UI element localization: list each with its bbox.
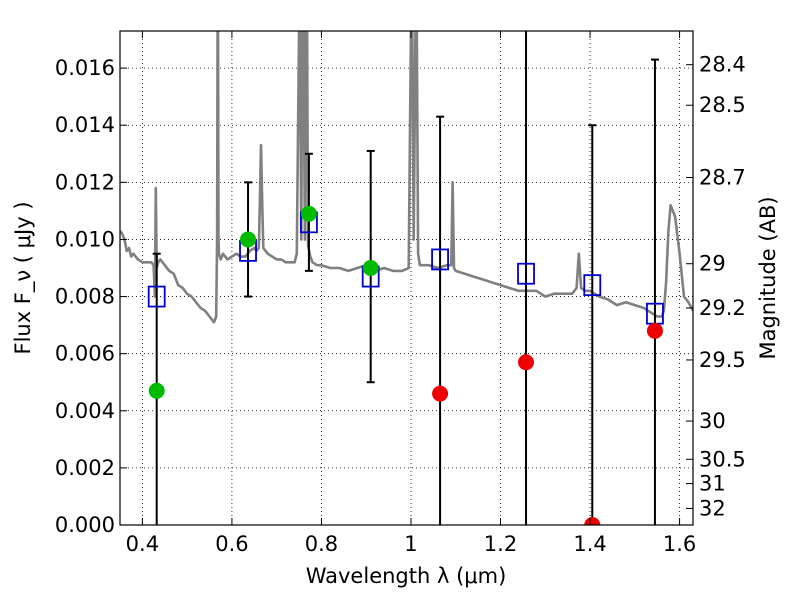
x-tick-label: 1 [404, 532, 417, 556]
y-right-axis-label: Magnitude (AB) [756, 196, 780, 359]
x-tick-label: 0.4 [126, 532, 159, 556]
x-tick-label: 0.6 [215, 532, 248, 556]
right-tick-label: 29.2 [699, 296, 746, 320]
y-tick-label: 0.010 [55, 227, 115, 251]
right-tick-label: 32 [699, 496, 726, 520]
filled-circle-point [518, 354, 535, 371]
x-tick-label: 1.6 [663, 532, 696, 556]
x-tick-label: 1.4 [573, 532, 606, 556]
filled-circle-point [362, 260, 379, 277]
filled-circle-point [148, 382, 165, 399]
y-tick-label: 0.000 [55, 513, 115, 537]
error-bars [152, 31, 659, 525]
right-tick-label: 28.4 [699, 53, 746, 77]
right-tick-label: 31 [699, 472, 726, 496]
y-tick-label: 0.014 [55, 113, 115, 137]
model-spectrum [120, 31, 693, 324]
plot-frame [119, 30, 694, 526]
y-tick-label: 0.012 [55, 170, 115, 194]
y-tick-label: 0.002 [55, 456, 115, 480]
right-tick-label: 29.5 [699, 348, 746, 372]
spectrum-line [120, 31, 693, 324]
right-tick-label: 28.5 [699, 93, 746, 117]
filled-circle-point [646, 322, 663, 339]
filled-circle-point [432, 385, 449, 402]
x-axis-label: Wavelength λ (μm) [306, 564, 507, 588]
right-tick-label: 30.5 [699, 447, 746, 471]
right-tick-label: 30 [699, 409, 726, 433]
open-square-point [583, 274, 602, 297]
open-square-point [431, 248, 449, 271]
axis-ticks: 0.4 0.6 0.8 1 1.2 1.4 1.6 0.000 0.002 0.004 0.006 0… [55, 31, 746, 556]
y-tick-label: 0.008 [55, 285, 115, 309]
x-tick-label: 0.8 [305, 532, 338, 556]
data-points [147, 205, 664, 525]
open-square-point [147, 285, 166, 308]
filled-circle-point [240, 231, 257, 248]
y-tick-label: 0.004 [55, 399, 115, 423]
x-tick-label: 1.2 [484, 532, 517, 556]
open-square-point [517, 262, 535, 285]
y-tick-label: 0.006 [55, 342, 115, 366]
right-tick-label: 28.7 [699, 165, 746, 189]
grid-lines [120, 31, 693, 525]
y-axis-label: Flux F_ν ( μJy ) [11, 201, 36, 354]
filled-circle-point [584, 517, 601, 525]
filled-circle-point [300, 205, 317, 222]
right-tick-label: 29 [699, 252, 726, 276]
y-tick-label: 0.016 [55, 56, 115, 80]
